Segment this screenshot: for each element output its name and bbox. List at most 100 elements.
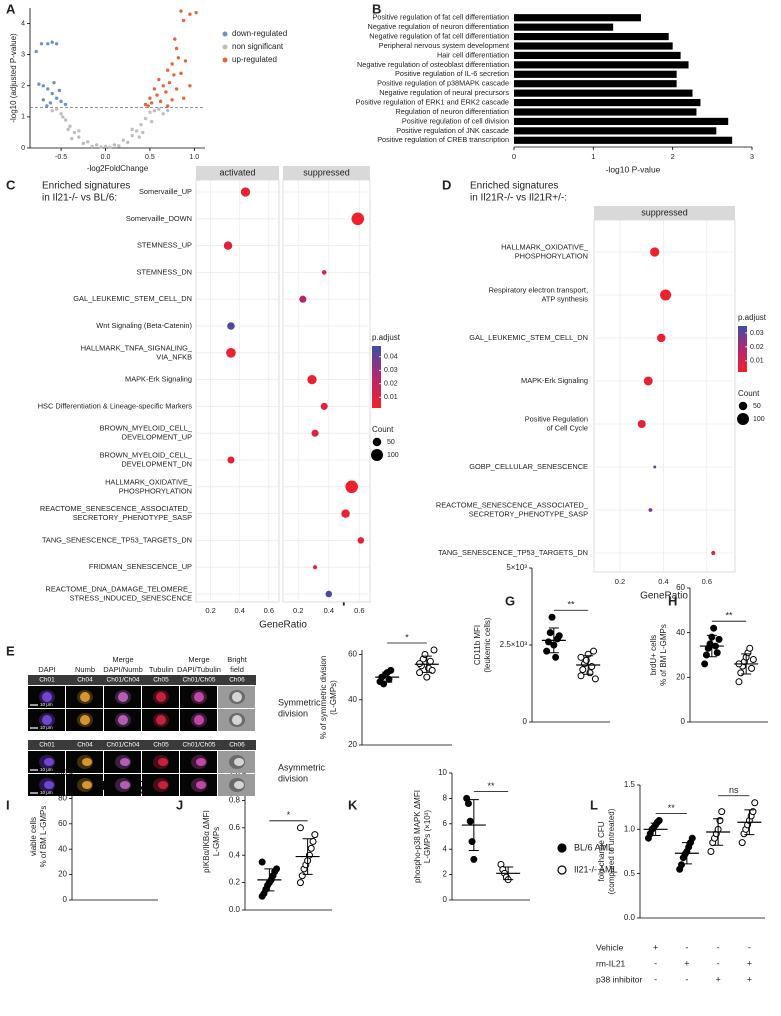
dot [325, 590, 333, 598]
point [155, 93, 159, 97]
channel-label: Ch05 [153, 742, 169, 749]
facet-strip [283, 166, 370, 180]
dot [643, 376, 653, 386]
legend-marker [557, 843, 567, 853]
significance-label: ** [487, 781, 495, 791]
category-label: Respiratory electron transport, [489, 285, 588, 294]
legend-marker [557, 865, 567, 875]
data-point [298, 872, 306, 880]
dot [223, 241, 233, 250]
category-label: DEVELOPMENT_UP [122, 433, 192, 442]
point [143, 102, 148, 107]
data-point [738, 839, 746, 847]
point [161, 84, 165, 88]
dot [311, 429, 319, 437]
channel-bar [28, 675, 256, 685]
dot [711, 550, 716, 556]
bar [514, 89, 693, 97]
y-tick-label: 0.0 [624, 913, 636, 922]
x-tick-label: -0.5 [55, 154, 67, 161]
y-tick-label: 0 [681, 717, 686, 726]
category-label: REACTOME_SENESCENCE_ASSOCIATED_ [436, 500, 589, 509]
data-point [707, 848, 715, 855]
column-header: DAPI/Tubulin [177, 665, 221, 674]
panel-background [195, 179, 280, 603]
legend-label: down-regulated [232, 29, 287, 38]
legend-marker [222, 44, 228, 50]
column-header: DAPI/Numb [103, 665, 143, 674]
x-axis-label: GeneRatio [259, 620, 307, 631]
group-label: division [278, 708, 308, 718]
y-tick-label: 1.0 [624, 824, 636, 833]
point [41, 98, 46, 102]
dot [650, 247, 660, 257]
y-tick-label: 60 [348, 650, 357, 659]
color-bar [738, 326, 747, 372]
data-point [577, 672, 585, 680]
x-axis-label: -log2FoldChange [87, 164, 149, 173]
bar [514, 14, 641, 22]
y-tick-label: 20 [58, 870, 67, 879]
point [90, 144, 94, 149]
x-tick-label: 0.0 [101, 154, 111, 161]
bar [514, 127, 717, 135]
y-tick-label: 5×10³ [506, 563, 527, 572]
point [54, 107, 59, 111]
y-axis-label: (leukemic cells) [483, 617, 492, 672]
x-tick-label: 0.6 [264, 606, 274, 615]
column-header: DAPI [38, 665, 56, 674]
scale-bar-label: 10 μm [40, 702, 53, 707]
significance-label: ** [567, 600, 575, 610]
color-tick-label: 0.02 [384, 381, 398, 388]
x-tick-label: 0.2 [293, 606, 303, 615]
point [86, 140, 90, 144]
panel-label: D [442, 177, 451, 192]
legend-label: BL/6 AML [574, 842, 613, 852]
dot [227, 456, 235, 464]
y-tick-label: 60 [676, 583, 685, 592]
category-label: Regulation of neuron differentiation [396, 107, 509, 116]
point [37, 82, 41, 86]
point [54, 42, 59, 46]
point [45, 104, 49, 108]
panel-label: H [668, 593, 677, 608]
point [148, 110, 152, 114]
point [152, 87, 157, 91]
table-cell: - [654, 958, 657, 968]
category-label: BROWN_MYELOID_CELL_ [100, 424, 193, 433]
column-header: Numb [75, 665, 95, 674]
chart-title: Enriched signatures [42, 181, 130, 192]
x-tick-label: 3 [750, 152, 754, 161]
category-label: Positive regulation of cell division [402, 116, 509, 125]
y-axis-label: CD11b MFI [473, 625, 482, 665]
point [34, 49, 38, 54]
color-tick-label: 0.01 [384, 394, 398, 401]
dot [312, 565, 318, 570]
data-point [470, 855, 478, 863]
point [194, 10, 198, 15]
x-tick-label: 0.4 [234, 606, 244, 615]
point [150, 101, 154, 105]
chart-title: in Il21-/- vs BL/6: [42, 193, 117, 204]
size-key [737, 413, 749, 425]
point [183, 59, 188, 63]
point [179, 71, 183, 76]
size-key [738, 401, 748, 411]
bar [514, 108, 697, 116]
point [77, 129, 81, 133]
data-point [590, 647, 598, 655]
legend-title: p.adjust [738, 313, 767, 322]
cell-image [156, 692, 166, 702]
panel-label: G [505, 593, 515, 608]
channel-label: Ch04 [77, 677, 93, 684]
y-tick-label: 0 [63, 895, 68, 904]
point [165, 108, 170, 113]
channel-label: Ch06 [229, 677, 245, 684]
error-bar [650, 822, 661, 837]
cell-image [82, 781, 92, 789]
table-row-label: Vehicle [596, 942, 624, 952]
bar [514, 80, 677, 88]
point [112, 143, 117, 147]
point [61, 115, 65, 119]
data-point [543, 647, 551, 655]
